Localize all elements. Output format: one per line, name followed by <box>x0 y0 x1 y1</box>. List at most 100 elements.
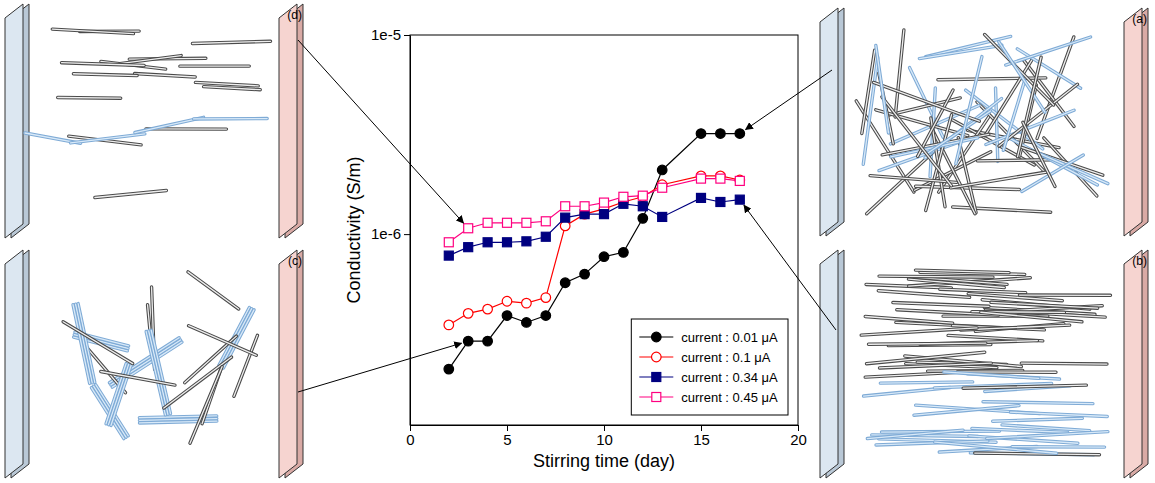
rod-core <box>975 453 1100 455</box>
rods <box>63 272 257 443</box>
rod-core <box>893 303 989 307</box>
tick-label: 5 <box>503 431 511 448</box>
data-point <box>560 278 570 288</box>
rod <box>1006 37 1091 65</box>
rod-core <box>1038 153 1107 183</box>
rod-core <box>972 428 1068 432</box>
tick-label: 20 <box>790 431 807 448</box>
rod-core <box>993 418 1083 421</box>
rod-core <box>95 191 167 198</box>
rod-core <box>878 291 969 298</box>
tick: 20 <box>790 425 807 448</box>
rod-core <box>935 442 1057 453</box>
rod <box>73 305 90 384</box>
rod-core <box>1023 122 1055 186</box>
rod-core <box>914 406 1019 416</box>
data-point <box>464 243 473 252</box>
rod-core <box>867 352 985 363</box>
rod <box>180 64 249 67</box>
data-point <box>503 238 512 247</box>
data-point <box>735 129 745 139</box>
rod-core <box>963 385 1086 388</box>
data-point <box>561 202 570 211</box>
electrode <box>1124 250 1142 478</box>
axis: 05101520 <box>406 425 807 448</box>
rods <box>856 30 1108 214</box>
series-line <box>449 176 740 325</box>
data-point <box>716 174 725 183</box>
rod <box>963 385 1086 388</box>
rod <box>63 322 133 364</box>
legend-label: current : 0.01 μA <box>681 330 778 345</box>
panel-label: (d) <box>287 8 302 22</box>
rod-core <box>151 330 170 413</box>
rod <box>120 56 182 64</box>
rod-core <box>869 343 986 344</box>
x-axis-title: Stirring time (day) <box>533 451 675 471</box>
rod <box>1011 412 1108 416</box>
tick: 1e-6 <box>371 225 410 242</box>
data-point <box>503 218 512 227</box>
figure: 051015201e-61e-5Stirring time (day)Condu… <box>0 0 1155 483</box>
rod <box>940 289 1026 293</box>
electrode <box>279 4 297 238</box>
rod-core <box>880 382 972 383</box>
rod <box>101 372 175 386</box>
data-point <box>483 304 493 314</box>
rod-core <box>940 289 1026 293</box>
rod-core <box>983 402 1093 404</box>
rod <box>188 272 239 309</box>
rod <box>189 326 257 356</box>
data-point <box>541 311 551 321</box>
rod-core <box>996 88 998 162</box>
rod <box>893 303 989 307</box>
rod-core <box>192 41 270 43</box>
rod-core <box>101 372 175 386</box>
data-point <box>638 202 647 211</box>
rod-core <box>879 363 991 368</box>
electrode <box>5 250 23 478</box>
rod <box>61 63 144 66</box>
electrode <box>279 250 297 478</box>
rod-core <box>73 74 137 76</box>
rod-core <box>1018 57 1042 156</box>
rod-core <box>1021 362 1107 364</box>
rod-core <box>953 207 1051 212</box>
electrode <box>1124 8 1142 236</box>
rod <box>195 82 258 85</box>
rod <box>926 115 952 211</box>
data-point <box>444 364 454 374</box>
rod <box>915 270 1009 273</box>
data-point <box>658 212 667 221</box>
rod-core <box>879 276 993 277</box>
legend-symbol <box>652 373 661 382</box>
rod-core <box>1012 446 1104 448</box>
legend-label: current : 0.45 μA <box>681 390 778 405</box>
arrow <box>744 205 836 330</box>
tick-label: 1e-5 <box>371 26 401 43</box>
legend-symbol <box>652 352 662 362</box>
data-point <box>541 293 551 303</box>
rod-core <box>189 326 257 356</box>
arrow <box>746 70 832 130</box>
rod-core <box>944 372 1039 378</box>
rod-core <box>58 97 121 99</box>
rod <box>149 331 168 414</box>
rod <box>1018 57 1042 156</box>
series-line <box>449 198 740 256</box>
figure-container: 051015201e-61e-5Stirring time (day)Condu… <box>0 0 1155 483</box>
electrode <box>820 8 838 236</box>
data-point <box>697 193 706 202</box>
rod <box>993 418 1083 421</box>
rod-core <box>1022 155 1084 191</box>
legend-symbol <box>652 332 662 342</box>
rod-core <box>991 302 1098 308</box>
data-point <box>716 197 725 206</box>
tick: 10 <box>596 425 613 448</box>
rod <box>58 96 121 100</box>
rod <box>879 363 991 368</box>
rod-core <box>882 97 951 186</box>
rod-core <box>76 304 93 383</box>
legend: current : 0.01 μAcurrent : 0.1 μAcurrent… <box>631 319 788 415</box>
rod <box>151 330 170 413</box>
